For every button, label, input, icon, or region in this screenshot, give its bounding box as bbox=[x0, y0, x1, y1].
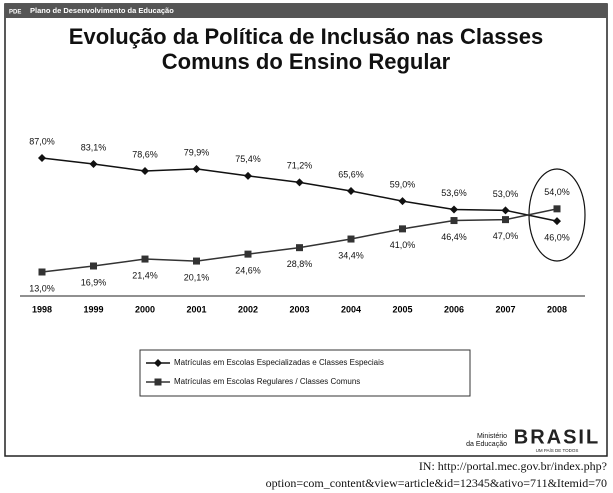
data-label: 28,8% bbox=[287, 259, 313, 269]
x-tick-label: 1999 bbox=[83, 304, 103, 314]
x-tick-label: 2003 bbox=[289, 304, 309, 314]
data-label: 34,4% bbox=[338, 250, 364, 260]
square-marker bbox=[347, 235, 355, 243]
square-marker bbox=[193, 257, 200, 265]
data-label: 65,6% bbox=[338, 169, 364, 179]
square-marker bbox=[450, 217, 458, 225]
x-tick-label: 2000 bbox=[135, 304, 155, 314]
x-tick-label: 2005 bbox=[392, 304, 412, 314]
diamond-marker bbox=[89, 160, 98, 169]
chart-title: Evolução da Política de Inclusão nas Cla… bbox=[69, 24, 543, 49]
legend-marker bbox=[154, 378, 162, 386]
square-marker bbox=[296, 244, 303, 252]
square-marker bbox=[244, 250, 252, 258]
header-title: Plano de Desenvolvimento da Educação bbox=[30, 6, 174, 15]
data-label: 20,1% bbox=[184, 272, 210, 282]
diamond-marker bbox=[38, 154, 46, 162]
data-label: 75,4% bbox=[235, 154, 261, 164]
ministry: da Educação bbox=[466, 441, 507, 448]
diamond-marker bbox=[501, 206, 510, 215]
diamond-marker bbox=[192, 164, 201, 173]
data-label: 53,0% bbox=[493, 189, 519, 199]
x-tick-label: 2002 bbox=[238, 304, 258, 314]
x-tick-label: 2008 bbox=[547, 304, 567, 314]
data-label: 83,1% bbox=[81, 142, 107, 152]
data-label: 54,0% bbox=[544, 187, 570, 197]
chart-title: Comuns do Ensino Regular bbox=[162, 49, 451, 74]
x-tick-label: 1998 bbox=[32, 304, 52, 314]
ministry: Ministério bbox=[477, 433, 507, 440]
brand-slogan: UM PAÍS DE TODOS bbox=[536, 447, 579, 453]
data-label: 46,0% bbox=[544, 233, 570, 243]
legend-box bbox=[139, 349, 471, 397]
data-label: 47,0% bbox=[493, 231, 519, 241]
data-label: 79,9% bbox=[184, 147, 210, 157]
data-label: 24,6% bbox=[235, 266, 261, 276]
data-label: 59,0% bbox=[390, 180, 416, 190]
legend-label: Matrículas em Escolas Especializadas e C… bbox=[174, 358, 384, 367]
square-marker bbox=[90, 262, 97, 270]
x-tick-label: 2006 bbox=[444, 304, 464, 314]
x-tick-label: 2007 bbox=[495, 304, 515, 314]
header-bar bbox=[5, 4, 607, 18]
caption: option=com_content&view=article&id=12345… bbox=[266, 476, 607, 490]
square-marker bbox=[38, 268, 46, 276]
data-label: 46,4% bbox=[441, 232, 467, 242]
x-tick-label: 2004 bbox=[341, 304, 361, 314]
x-tick-label: 2001 bbox=[186, 304, 206, 314]
diamond-marker bbox=[450, 205, 458, 214]
caption: IN: http://portal.mec.gov.br/index.php? bbox=[419, 459, 607, 473]
brand-logo: BRASIL bbox=[514, 426, 600, 448]
data-label: 21,4% bbox=[132, 270, 158, 280]
diamond-marker bbox=[553, 217, 561, 226]
data-label: 87,0% bbox=[29, 136, 55, 146]
square-marker bbox=[553, 205, 561, 213]
legend-marker bbox=[154, 359, 162, 367]
diamond-marker bbox=[347, 186, 355, 195]
diamond-marker bbox=[295, 178, 304, 187]
data-label: 78,6% bbox=[132, 149, 158, 159]
diamond-marker bbox=[244, 171, 252, 180]
data-label: 53,6% bbox=[441, 188, 467, 198]
square-marker bbox=[399, 225, 406, 233]
square-marker bbox=[502, 216, 509, 224]
legend-label: Matrículas em Escolas Regulares / Classe… bbox=[174, 377, 360, 386]
diamond-marker bbox=[141, 166, 149, 175]
square-marker bbox=[141, 255, 149, 263]
diamond-marker bbox=[398, 197, 407, 206]
header-logo: PDE bbox=[9, 10, 21, 16]
data-label: 16,9% bbox=[81, 277, 107, 287]
data-label: 71,2% bbox=[287, 161, 313, 171]
data-label: 41,0% bbox=[390, 240, 416, 250]
data-label: 13,0% bbox=[29, 283, 55, 293]
